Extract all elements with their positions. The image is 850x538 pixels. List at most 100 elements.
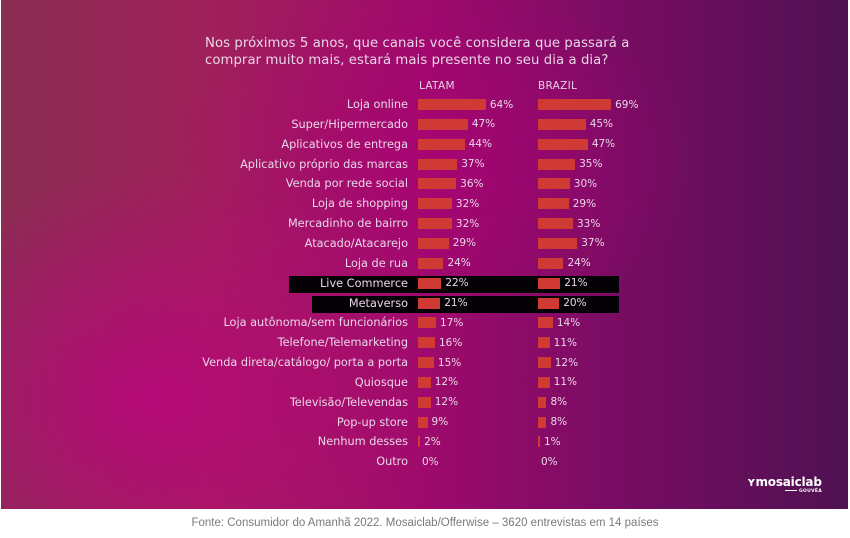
- value-label-latam: 12%: [434, 396, 459, 409]
- value-label-brazil: 21%: [564, 277, 588, 290]
- value-label-brazil: 29%: [572, 197, 597, 210]
- bar-brazil: [538, 257, 564, 269]
- bar-brazil: [538, 218, 573, 230]
- value-label-brazil: 8%: [550, 416, 568, 429]
- value-label-brazil: 8%: [550, 396, 568, 409]
- column-header-latam: LATAM: [419, 80, 455, 92]
- source-caption: Fonte: Consumidor do Amanhã 2022. Mosaic…: [191, 517, 659, 529]
- category-label: Aplicativos de entrega: [281, 137, 408, 151]
- value-label-brazil: 30%: [573, 177, 598, 190]
- value-label-latam: 32%: [455, 197, 480, 210]
- bar-latam: [418, 158, 458, 170]
- category-label: Televisão/Televendas: [289, 395, 408, 409]
- category-label: Venda direta/catálogo/ porta a porta: [202, 356, 408, 370]
- category-label: Loja de rua: [344, 256, 408, 270]
- bar-latam: [418, 118, 468, 130]
- value-label-brazil: 14%: [556, 316, 581, 329]
- value-label-brazil: 20%: [563, 297, 587, 309]
- chart-title-line-1: Nos próximos 5 anos, que canais você con…: [205, 36, 630, 51]
- category-label: Quiosque: [354, 375, 408, 389]
- bar-brazil: [538, 436, 540, 448]
- value-label-latam: 36%: [460, 177, 484, 190]
- bar-brazil: [538, 277, 561, 289]
- bar-latam: [418, 337, 435, 349]
- bar-brazil: [538, 396, 547, 408]
- chart-slide: Nos próximos 5 anos, que canais você con…: [1, 0, 848, 509]
- value-label-latam: 44%: [468, 138, 492, 151]
- value-label-latam: 12%: [434, 376, 459, 389]
- chart-title: Nos próximos 5 anos, que canais você con…: [205, 35, 645, 69]
- value-label-brazil: 45%: [589, 118, 614, 131]
- value-label-latam: 47%: [471, 118, 496, 131]
- category-label: Metaverso: [348, 296, 408, 310]
- bar-brazil: [538, 317, 553, 329]
- bar-latam: [418, 277, 442, 289]
- logo-main-text: ʏmosaiclab: [747, 475, 822, 489]
- value-label-brazil: 37%: [581, 237, 605, 250]
- value-label-brazil: 33%: [576, 217, 601, 230]
- bar-latam: [418, 317, 437, 329]
- bar-latam: [418, 436, 421, 448]
- category-label: Telefone/Telemarketing: [277, 336, 408, 350]
- value-label-brazil: 24%: [567, 257, 591, 270]
- bar-latam: [418, 297, 441, 309]
- bar-brazil: [538, 138, 588, 150]
- value-label-latam: 16%: [438, 336, 463, 349]
- value-label-latam: 21%: [444, 297, 468, 309]
- value-label-latam: 2%: [424, 435, 441, 448]
- value-label-latam: 0%: [422, 455, 439, 468]
- category-label: Outro: [376, 455, 408, 469]
- category-label: Loja de shopping: [311, 197, 408, 211]
- value-label-brazil: 1%: [544, 435, 561, 448]
- category-label: Pop-up store: [336, 415, 408, 429]
- value-label-latam: 17%: [440, 316, 464, 329]
- category-label: Super/Hipermercado: [291, 117, 408, 131]
- bar-latam: [418, 218, 452, 230]
- category-label: Aplicativo próprio das marcas: [240, 157, 408, 171]
- bar-brazil: [538, 357, 551, 369]
- category-label: Live Commerce: [320, 276, 408, 290]
- bar-latam: [418, 257, 444, 269]
- bar-brazil: [538, 237, 578, 249]
- value-label-latam: 32%: [455, 217, 480, 230]
- column-header-brazil: BRAZIL: [538, 80, 578, 92]
- value-label-latam: 64%: [489, 98, 514, 111]
- category-label: Loja online: [346, 98, 408, 111]
- value-label-brazil: 11%: [553, 376, 577, 389]
- bar-brazil: [538, 158, 576, 170]
- bar-latam: [418, 376, 431, 388]
- bar-latam: [418, 357, 434, 369]
- chart-title-line-2: comprar muito mais, estará mais presente…: [205, 53, 609, 68]
- bar-brazil: [538, 416, 547, 428]
- bar-brazil: [538, 178, 570, 190]
- bar-brazil: [538, 376, 550, 388]
- value-label-latam: 15%: [437, 356, 462, 369]
- bar-latam: [418, 178, 457, 190]
- bar-brazil: [538, 297, 560, 309]
- bar-latam: [418, 416, 428, 428]
- value-label-brazil: 12%: [554, 356, 579, 369]
- bar-brazil: [538, 99, 612, 110]
- bar-brazil: [538, 337, 550, 349]
- value-label-latam: 9%: [431, 416, 449, 429]
- bar-brazil: [538, 118, 586, 130]
- category-label: Nenhum desses: [317, 435, 408, 449]
- bar-latam: [418, 99, 486, 110]
- category-label: Atacado/Atacarejo: [304, 236, 408, 250]
- logo-sub-text: GOUVÊA: [785, 489, 822, 494]
- value-label-latam: 24%: [447, 257, 471, 270]
- value-label-latam: 37%: [461, 158, 485, 171]
- bar-latam: [418, 237, 449, 249]
- value-label-brazil: 11%: [553, 336, 577, 349]
- bar-latam: [418, 198, 452, 210]
- value-label-brazil: 35%: [579, 158, 603, 171]
- category-label: Mercadinho de bairro: [287, 217, 408, 231]
- highlight-box: [289, 275, 619, 293]
- bar-latam: [418, 396, 431, 408]
- category-label: Loja autônoma/sem funcionários: [223, 316, 408, 330]
- value-label-brazil: 69%: [615, 98, 639, 111]
- value-label-brazil: 0%: [541, 455, 558, 468]
- value-label-brazil: 47%: [591, 138, 616, 151]
- bar-brazil: [538, 198, 569, 210]
- mosaiclab-logo: ʏmosaiclab GOUVÊA: [747, 475, 822, 494]
